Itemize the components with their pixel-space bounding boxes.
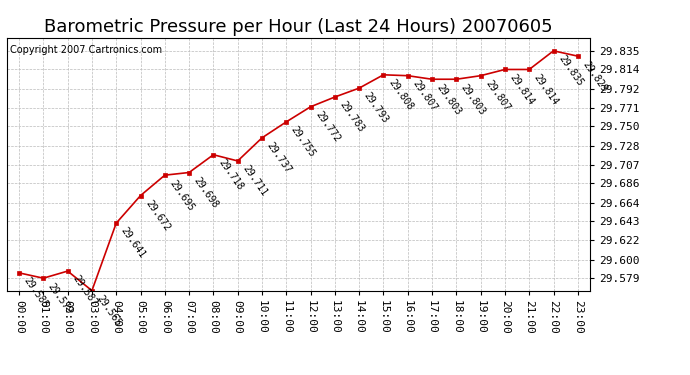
Text: 29.814: 29.814 xyxy=(508,72,536,107)
Text: 29.718: 29.718 xyxy=(216,158,244,192)
Text: 29.737: 29.737 xyxy=(265,141,293,175)
Text: 29.695: 29.695 xyxy=(168,178,196,213)
Text: 29.814: 29.814 xyxy=(532,72,560,107)
Text: 29.793: 29.793 xyxy=(362,91,391,126)
Text: 29.772: 29.772 xyxy=(313,110,342,144)
Text: 29.783: 29.783 xyxy=(337,100,366,134)
Text: 29.807: 29.807 xyxy=(484,78,512,113)
Text: 29.579: 29.579 xyxy=(46,281,75,316)
Text: 29.672: 29.672 xyxy=(144,198,172,233)
Text: 29.803: 29.803 xyxy=(459,82,488,117)
Text: 29.835: 29.835 xyxy=(556,54,584,88)
Text: 29.698: 29.698 xyxy=(192,175,220,210)
Text: 29.711: 29.711 xyxy=(241,164,269,198)
Text: 29.807: 29.807 xyxy=(411,78,439,113)
Text: 29.565: 29.565 xyxy=(95,293,123,328)
Text: 29.755: 29.755 xyxy=(289,124,317,159)
Text: 29.808: 29.808 xyxy=(386,78,415,112)
Title: Barometric Pressure per Hour (Last 24 Hours) 20070605: Barometric Pressure per Hour (Last 24 Ho… xyxy=(44,18,553,36)
Text: Copyright 2007 Cartronics.com: Copyright 2007 Cartronics.com xyxy=(10,45,162,55)
Text: 29.829: 29.829 xyxy=(580,59,609,93)
Text: 29.587: 29.587 xyxy=(70,274,99,309)
Text: 29.641: 29.641 xyxy=(119,226,148,261)
Text: 29.803: 29.803 xyxy=(435,82,463,117)
Text: 29.585: 29.585 xyxy=(22,276,50,310)
